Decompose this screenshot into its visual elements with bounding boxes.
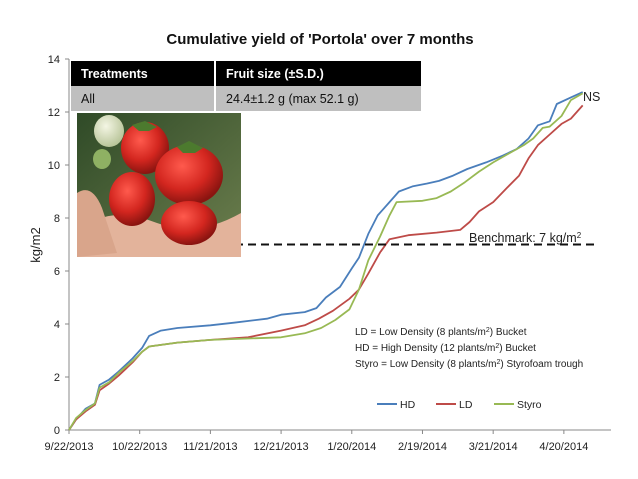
- x-tick-label: 2/19/2014: [398, 441, 447, 453]
- y-tick-label: 12: [48, 107, 60, 119]
- treatment-note-text: Styro = Low Density (8 plants/m: [355, 359, 496, 370]
- strawberry-photo-illustration: [77, 113, 241, 257]
- treatment-note-tail: ) Styrofoam trough: [500, 359, 583, 370]
- legend: HD LD Styro: [377, 399, 542, 411]
- treatment-note: LD = Low Density (8 plants/m2) Bucket: [355, 327, 527, 339]
- treatment-notes: LD = Low Density (8 plants/m2) BucketHD …: [355, 327, 583, 371]
- x-tick-label: 11/21/2013: [183, 441, 237, 453]
- benchmark-label-text: Benchmark: 7 kg/m: [469, 231, 577, 245]
- treatment-note-sup: 2: [495, 343, 499, 350]
- benchmark: Benchmark: 7 kg/m2: [235, 231, 597, 246]
- y-tick-label: 14: [48, 54, 60, 66]
- benchmark-label: Benchmark: 7 kg/m2: [469, 231, 582, 246]
- fruit-size-table: Treatments Fruit size (±S.D.) All 24.4±1…: [71, 61, 421, 111]
- strawberry-photo: [77, 113, 241, 257]
- table-cell-treatment: All: [71, 86, 216, 111]
- y-axis-label: kg/m2: [28, 227, 43, 262]
- table-header-fruit-size: Fruit size (±S.D.): [215, 61, 421, 86]
- treatment-note: HD = High Density (12 plants/m2) Bucket: [355, 343, 536, 355]
- x-ticks: 9/22/2013 10/22/2013 11/21/2013 12/21/2013 1…: [45, 430, 588, 453]
- x-tick-label: 10/22/2013: [112, 441, 167, 453]
- y-tick-label: 2: [54, 372, 60, 384]
- legend-label-ld: LD: [459, 399, 473, 411]
- x-tick-label: 9/22/2013: [45, 441, 94, 453]
- x-tick-label: 12/21/2013: [254, 441, 309, 453]
- y-tick-label: 8: [54, 213, 60, 225]
- series-line-styro: [68, 92, 584, 431]
- x-tick-label: 3/21/2014: [469, 441, 518, 453]
- y-tick-label: 6: [54, 266, 60, 278]
- axes: [68, 59, 611, 431]
- x-tick-label: 4/20/2014: [539, 441, 588, 453]
- y-tick-label: 10: [48, 160, 60, 172]
- y-tick-label: 4: [54, 319, 60, 331]
- y-tick-label: 0: [54, 425, 60, 437]
- series-group: [68, 91, 584, 431]
- treatment-note-tail: ) Bucket: [490, 327, 527, 338]
- treatment-note-sup: 2: [496, 359, 500, 366]
- legend-label-hd: HD: [400, 399, 416, 411]
- x-tick-label: 1/20/2014: [327, 441, 376, 453]
- chart-title: Cumulative yield of 'Portola' over 7 mon…: [166, 31, 473, 48]
- table-row: All 24.4±1.2 g (max 52.1 g): [71, 86, 421, 111]
- treatment-note: Styro = Low Density (8 plants/m2) Styrof…: [355, 359, 583, 371]
- table-cell-fruit-size: 24.4±1.2 g (max 52.1 g): [215, 86, 421, 111]
- table-header-treatments: Treatments: [71, 61, 216, 86]
- treatment-note-tail: ) Bucket: [499, 343, 536, 354]
- table-header-row: Treatments Fruit size (±S.D.): [71, 61, 421, 86]
- series-line-ld: [68, 104, 584, 431]
- ns-annotation: NS: [583, 90, 600, 104]
- treatment-note-text: LD = Low Density (8 plants/m: [355, 327, 486, 338]
- treatment-note-sup: 2: [486, 327, 490, 334]
- treatment-note-text: HD = High Density (12 plants/m: [355, 343, 495, 354]
- benchmark-label-sup: 2: [577, 231, 582, 240]
- y-ticks: 0 2 4 6 8 10 12 14: [48, 54, 69, 437]
- legend-label-styro: Styro: [517, 399, 542, 411]
